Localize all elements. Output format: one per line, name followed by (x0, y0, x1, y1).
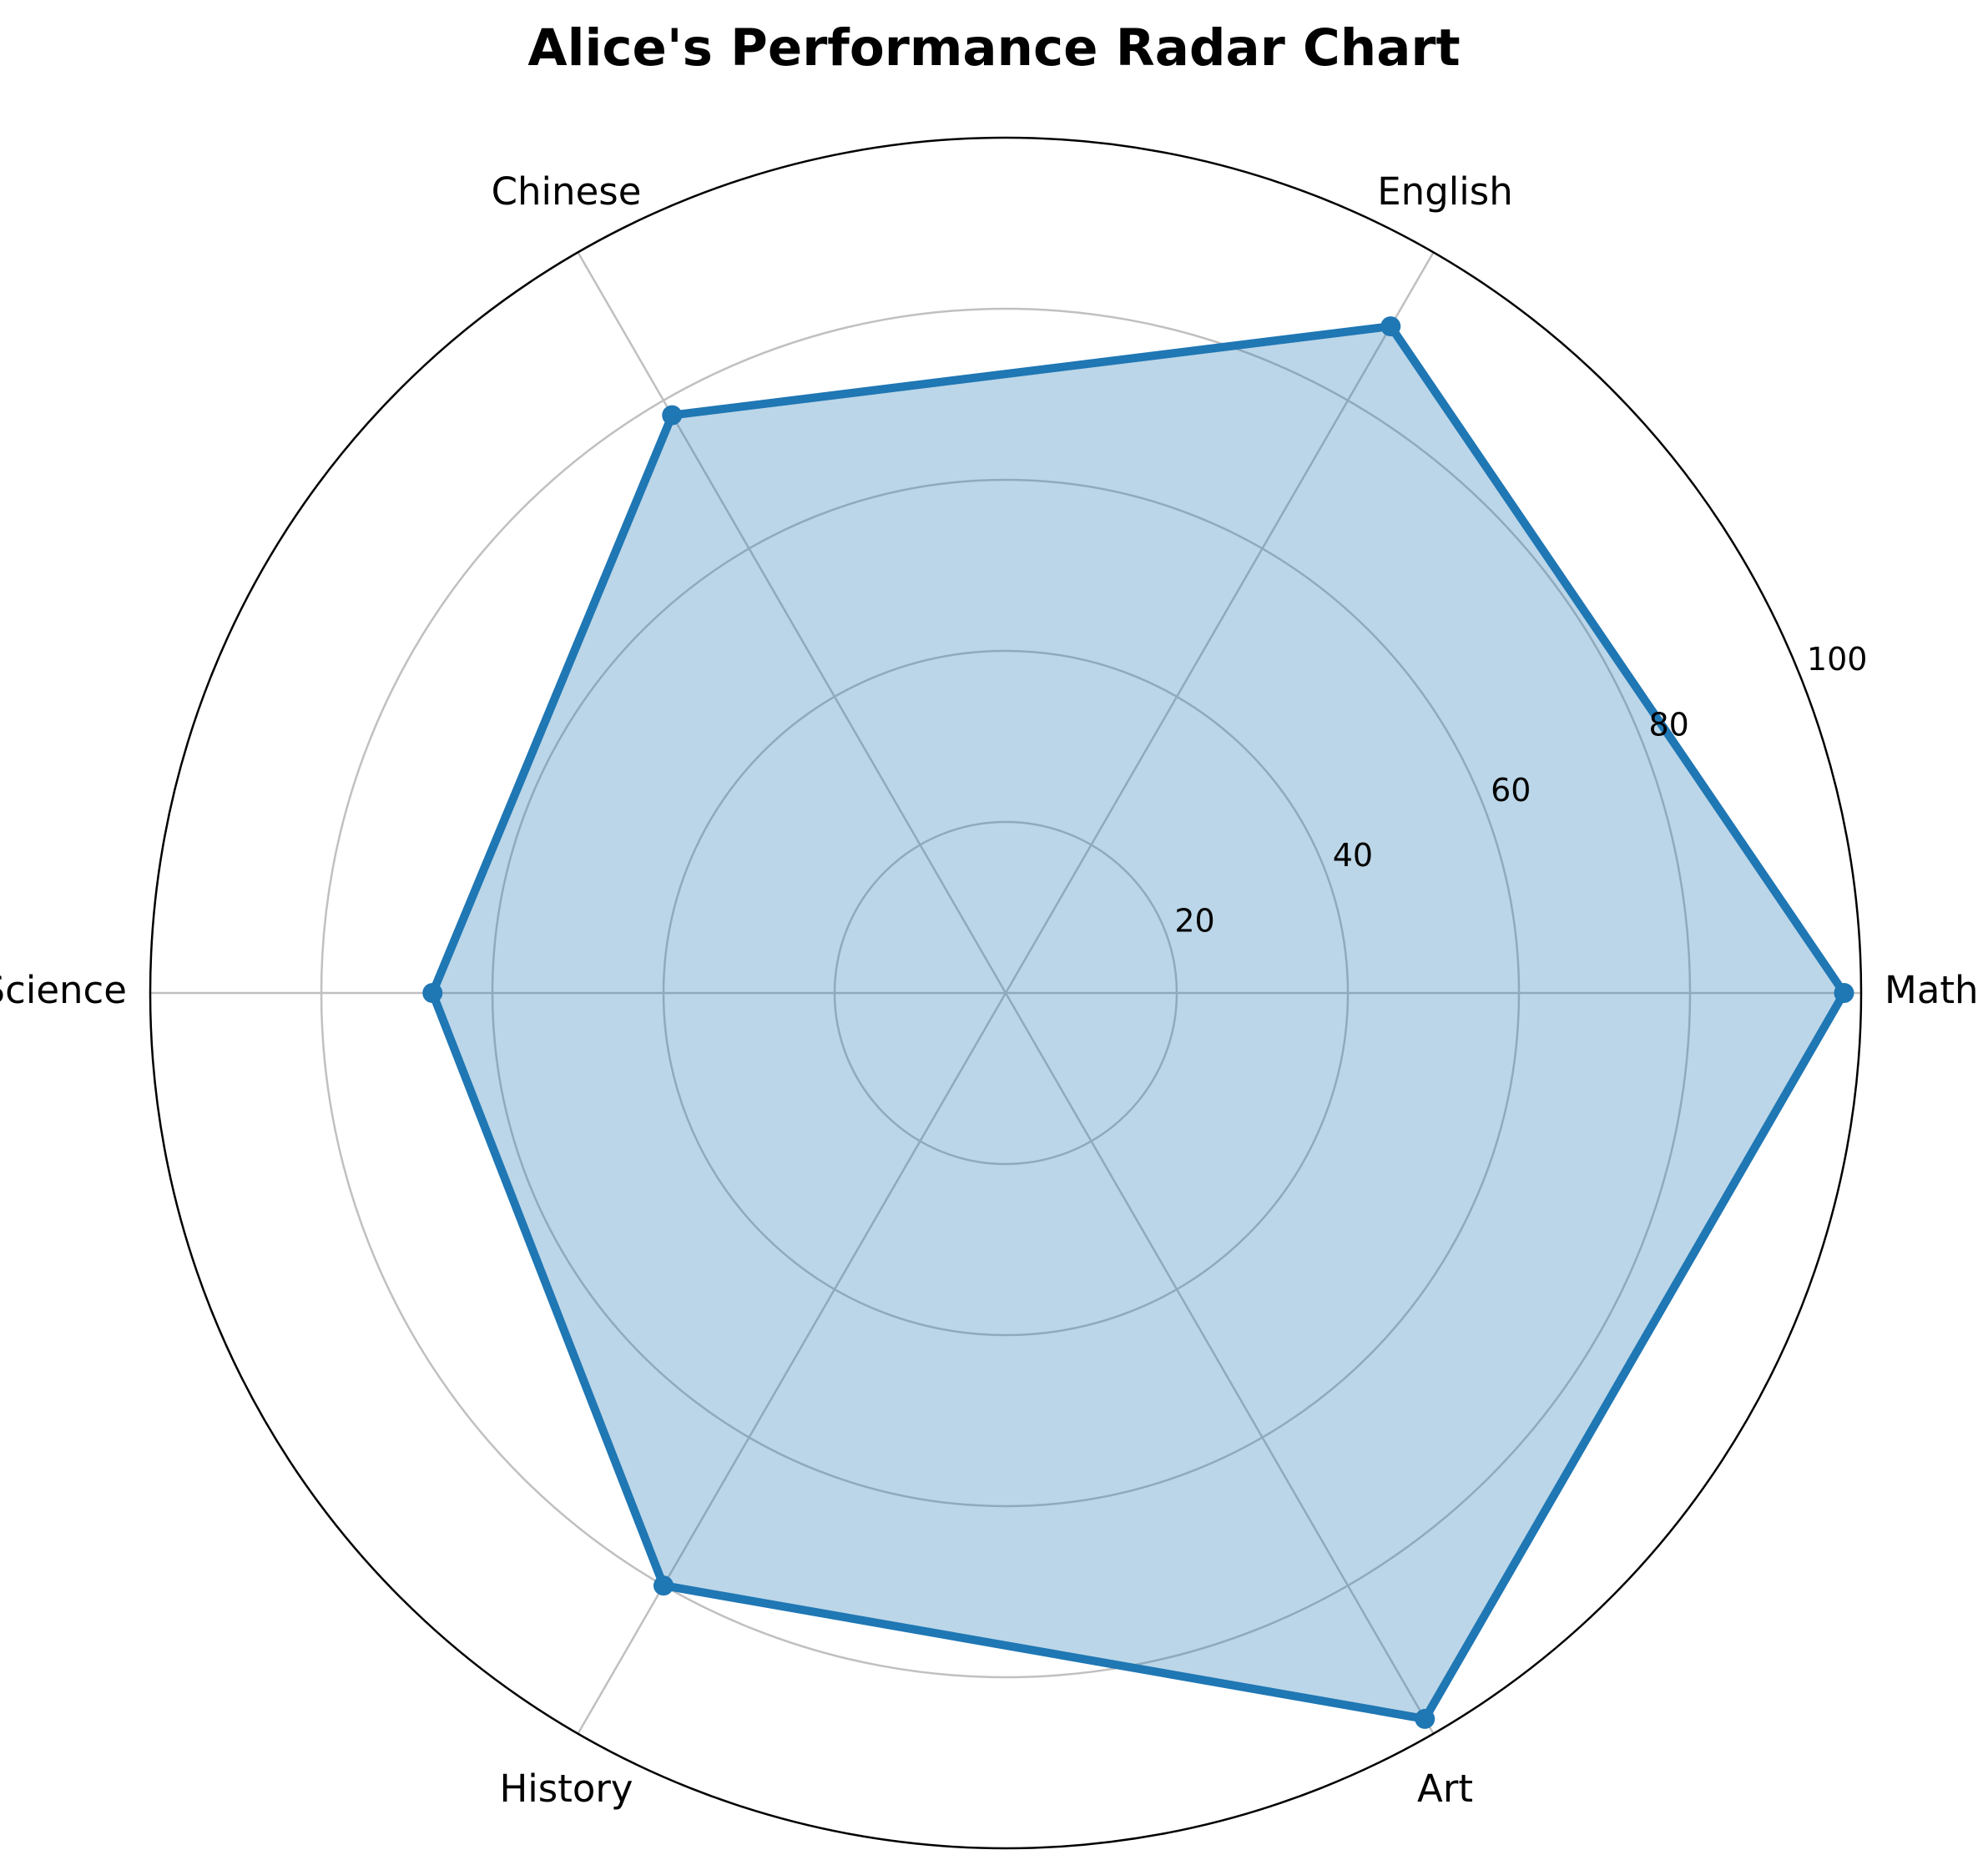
spoke-chinese (577, 251, 1007, 994)
outer-rim (149, 136, 1863, 1850)
axis-label-english: English (1377, 169, 1513, 214)
r-tick-label-60: 60 (1491, 772, 1531, 809)
axis-label-art: Art (1417, 1767, 1473, 1811)
axis-label-science: Science (0, 968, 127, 1012)
point-science (422, 983, 443, 1003)
grid-layer (149, 136, 1863, 1850)
point-english (1380, 316, 1401, 337)
series-fill (432, 326, 1844, 1719)
spoke-english (1004, 251, 1435, 994)
axis-label-math: Math (1885, 968, 1979, 1012)
point-chinese (662, 405, 683, 426)
spoke-art (1004, 992, 1435, 1735)
axis-label-chinese: Chinese (492, 169, 642, 214)
spoke-history (577, 992, 1007, 1735)
label-layer: 20 40 60 80 100 Math English Chinese Science Hist… (0, 169, 1979, 1811)
r-tick-label-100: 100 (1807, 641, 1868, 678)
axis-label-history: History (499, 1767, 633, 1811)
r-tick-label-20: 20 (1174, 903, 1214, 940)
point-history (653, 1575, 674, 1596)
point-math (1834, 983, 1854, 1003)
r-tick-label-80: 80 (1649, 706, 1689, 743)
series-layer (422, 316, 1854, 1729)
point-art (1415, 1708, 1435, 1729)
chart-title: Alice's Performance Radar Chart (527, 18, 1461, 78)
r-tick-label-40: 40 (1333, 837, 1373, 874)
